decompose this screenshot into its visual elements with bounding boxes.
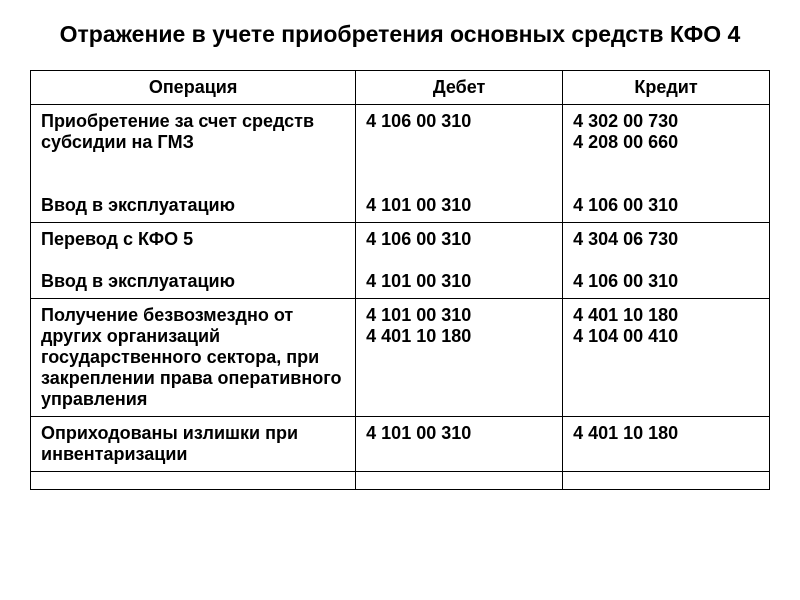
cell-credit: 4 304 06 730 4 106 00 310 bbox=[563, 222, 770, 298]
table-row: Оприходованы излишки при инвентаризации … bbox=[31, 416, 770, 471]
accounting-table: Операция Дебет Кредит Приобретение за сч… bbox=[30, 70, 770, 490]
cell-credit: 4 401 10 180 bbox=[563, 416, 770, 471]
cell-debit: 4 101 00 310 4 401 10 180 bbox=[356, 298, 563, 416]
table-row: Перевод с КФО 5 Ввод в эксплуатацию 4 10… bbox=[31, 222, 770, 298]
header-credit: Кредит bbox=[563, 70, 770, 104]
cell-operation: Приобретение за счет средств субсидии на… bbox=[31, 104, 356, 222]
page-title: Отражение в учете приобретения основных … bbox=[30, 20, 770, 50]
cell-credit bbox=[563, 471, 770, 489]
cell-operation bbox=[31, 471, 356, 489]
table-row: Получение безвозмездно от других организ… bbox=[31, 298, 770, 416]
cell-credit: 4 302 00 730 4 208 00 660 4 106 00 310 bbox=[563, 104, 770, 222]
table-header-row: Операция Дебет Кредит bbox=[31, 70, 770, 104]
cell-operation: Оприходованы излишки при инвентаризации bbox=[31, 416, 356, 471]
cell-credit: 4 401 10 180 4 104 00 410 bbox=[563, 298, 770, 416]
table-row bbox=[31, 471, 770, 489]
cell-operation: Получение безвозмездно от других организ… bbox=[31, 298, 356, 416]
cell-debit bbox=[356, 471, 563, 489]
header-operation: Операция bbox=[31, 70, 356, 104]
cell-debit: 4 101 00 310 bbox=[356, 416, 563, 471]
cell-debit: 4 106 00 310 4 101 00 310 bbox=[356, 222, 563, 298]
cell-debit: 4 106 00 310 4 101 00 310 bbox=[356, 104, 563, 222]
cell-operation: Перевод с КФО 5 Ввод в эксплуатацию bbox=[31, 222, 356, 298]
header-debit: Дебет bbox=[356, 70, 563, 104]
table-row: Приобретение за счет средств субсидии на… bbox=[31, 104, 770, 222]
